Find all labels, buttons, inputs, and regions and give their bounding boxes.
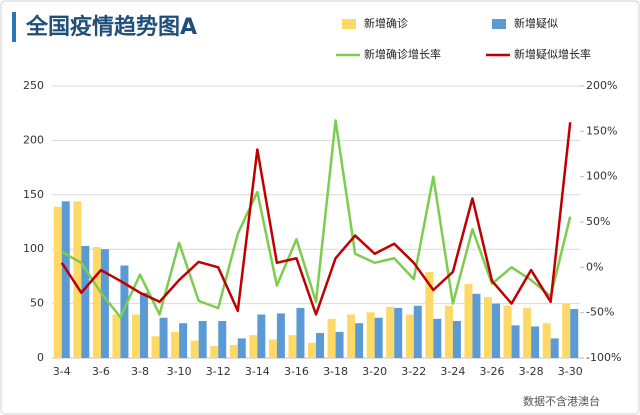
bar (511, 325, 520, 358)
x-tick-label: 3-24 (440, 365, 465, 378)
y-tick-label: 100 (23, 242, 44, 255)
bar (276, 313, 285, 358)
y-tick-label: 50 (30, 297, 44, 310)
y-tick-label: 150 (23, 188, 44, 201)
bar (257, 314, 266, 358)
bar (355, 323, 364, 358)
x-tick-label: 3-22 (401, 365, 426, 378)
x-tick-label: 3-20 (362, 365, 387, 378)
bar (53, 206, 62, 358)
bar (335, 331, 344, 358)
bar (531, 326, 540, 358)
y2-tick-label: 0% (586, 260, 603, 273)
y-tick-label: 0 (37, 351, 44, 364)
bar (132, 314, 140, 358)
x-tick-label: 3-28 (519, 365, 544, 378)
y2-tick-label: -100% (586, 351, 621, 364)
x-tick-label: 3-18 (323, 365, 348, 378)
bar (523, 307, 532, 358)
bar (484, 297, 492, 358)
y-tick-label: 200 (23, 133, 44, 146)
bar (151, 336, 160, 358)
line (60, 122, 572, 316)
bar (542, 323, 551, 358)
bar (140, 292, 148, 358)
bar (550, 338, 559, 358)
x-tick-label: 3-4 (53, 365, 71, 378)
legend-label: 新增疑似 (514, 16, 558, 30)
bar (112, 314, 121, 358)
chart-title: 全国疫情趋势图A (25, 14, 197, 40)
bar (413, 305, 422, 358)
line (61, 119, 572, 319)
y2-tick-label: 50% (586, 215, 610, 228)
bar (73, 201, 82, 358)
y2-tick-label: 150% (586, 124, 617, 137)
bar (308, 342, 316, 358)
bar (81, 245, 90, 358)
x-tick-label: 3-12 (206, 365, 231, 378)
legend-swatch (492, 19, 506, 29)
bar (562, 303, 571, 358)
bar (503, 305, 512, 358)
bar (237, 338, 246, 358)
bar (570, 309, 579, 358)
bar (492, 303, 500, 358)
bar (159, 317, 168, 358)
title-accent (12, 12, 16, 42)
source-note: 数据不含港澳台 (523, 394, 600, 408)
x-tick-label: 3-6 (92, 365, 110, 378)
bar (394, 307, 403, 358)
bar (327, 318, 336, 358)
x-tick-label: 3-10 (167, 365, 192, 378)
legend-label: 新增确诊增长率 (364, 47, 441, 61)
x-tick-label: 3-14 (245, 365, 270, 378)
bar (444, 305, 453, 358)
bar (288, 335, 297, 358)
x-tick-label: 3-26 (480, 365, 505, 378)
bar (366, 312, 375, 358)
bar (472, 293, 481, 358)
bar (190, 340, 199, 358)
bar (218, 321, 227, 358)
bar (425, 272, 434, 358)
bar (100, 249, 109, 358)
y2-tick-label: 200% (586, 79, 617, 92)
bar (405, 314, 414, 358)
bar (229, 344, 238, 358)
bar (179, 323, 188, 358)
y-tick-label: 250 (23, 79, 44, 92)
bar (347, 314, 356, 358)
bar (61, 201, 70, 358)
legend-swatch (342, 19, 356, 29)
bar (120, 265, 129, 358)
bar (464, 284, 473, 358)
legend-label: 新增疑似增长率 (514, 47, 591, 61)
bar (249, 335, 258, 358)
y2-tick-label: -50% (586, 306, 614, 319)
bar (171, 331, 180, 358)
bar (92, 247, 101, 358)
bar (296, 307, 305, 358)
y2-tick-label: 100% (586, 170, 617, 183)
legend-label: 新增确诊 (364, 16, 408, 30)
bar (386, 306, 395, 358)
x-tick-label: 3-8 (131, 365, 149, 378)
bar (316, 332, 324, 358)
bar (268, 339, 277, 358)
bar (433, 318, 442, 358)
x-tick-label: 3-30 (558, 365, 583, 378)
x-tick-label: 3-16 (284, 365, 309, 378)
bar (374, 317, 383, 358)
bar (210, 346, 219, 358)
bar (198, 321, 207, 358)
bar (452, 321, 461, 358)
